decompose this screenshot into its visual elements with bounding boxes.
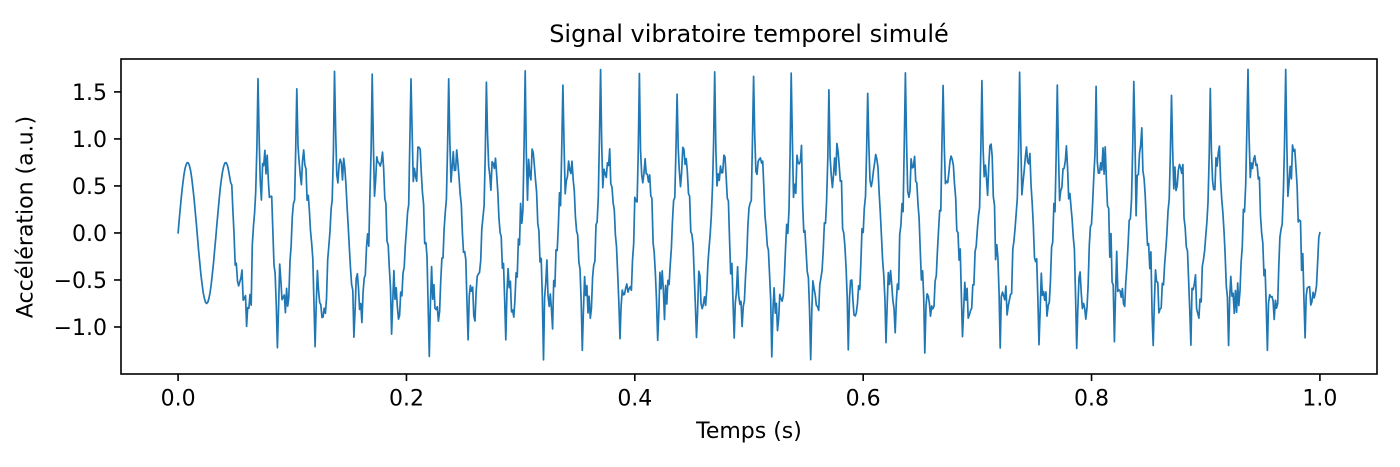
- y-tick-label: −0.5: [54, 269, 107, 294]
- y-tick-label: 1.0: [72, 128, 107, 153]
- chart-title: Signal vibratoire temporel simulé: [549, 20, 949, 48]
- x-tick-label: 0.2: [389, 387, 424, 412]
- x-tick-label: 1.0: [1302, 387, 1337, 412]
- x-tick-label: 0.4: [617, 387, 652, 412]
- y-tick-label: 0.0: [72, 222, 107, 247]
- y-tick-label: 0.5: [72, 175, 107, 200]
- x-tick-label: 0.8: [1074, 387, 1109, 412]
- x-axis-label: Temps (s): [696, 419, 802, 444]
- axes-frame: [120, 58, 1378, 375]
- signal-line: [177, 68, 1321, 361]
- y-tick-label: 1.5: [72, 81, 107, 106]
- y-tick-label: −1.0: [54, 316, 107, 341]
- x-tick-label: 0.6: [846, 387, 881, 412]
- x-tick-label: 0.0: [161, 387, 196, 412]
